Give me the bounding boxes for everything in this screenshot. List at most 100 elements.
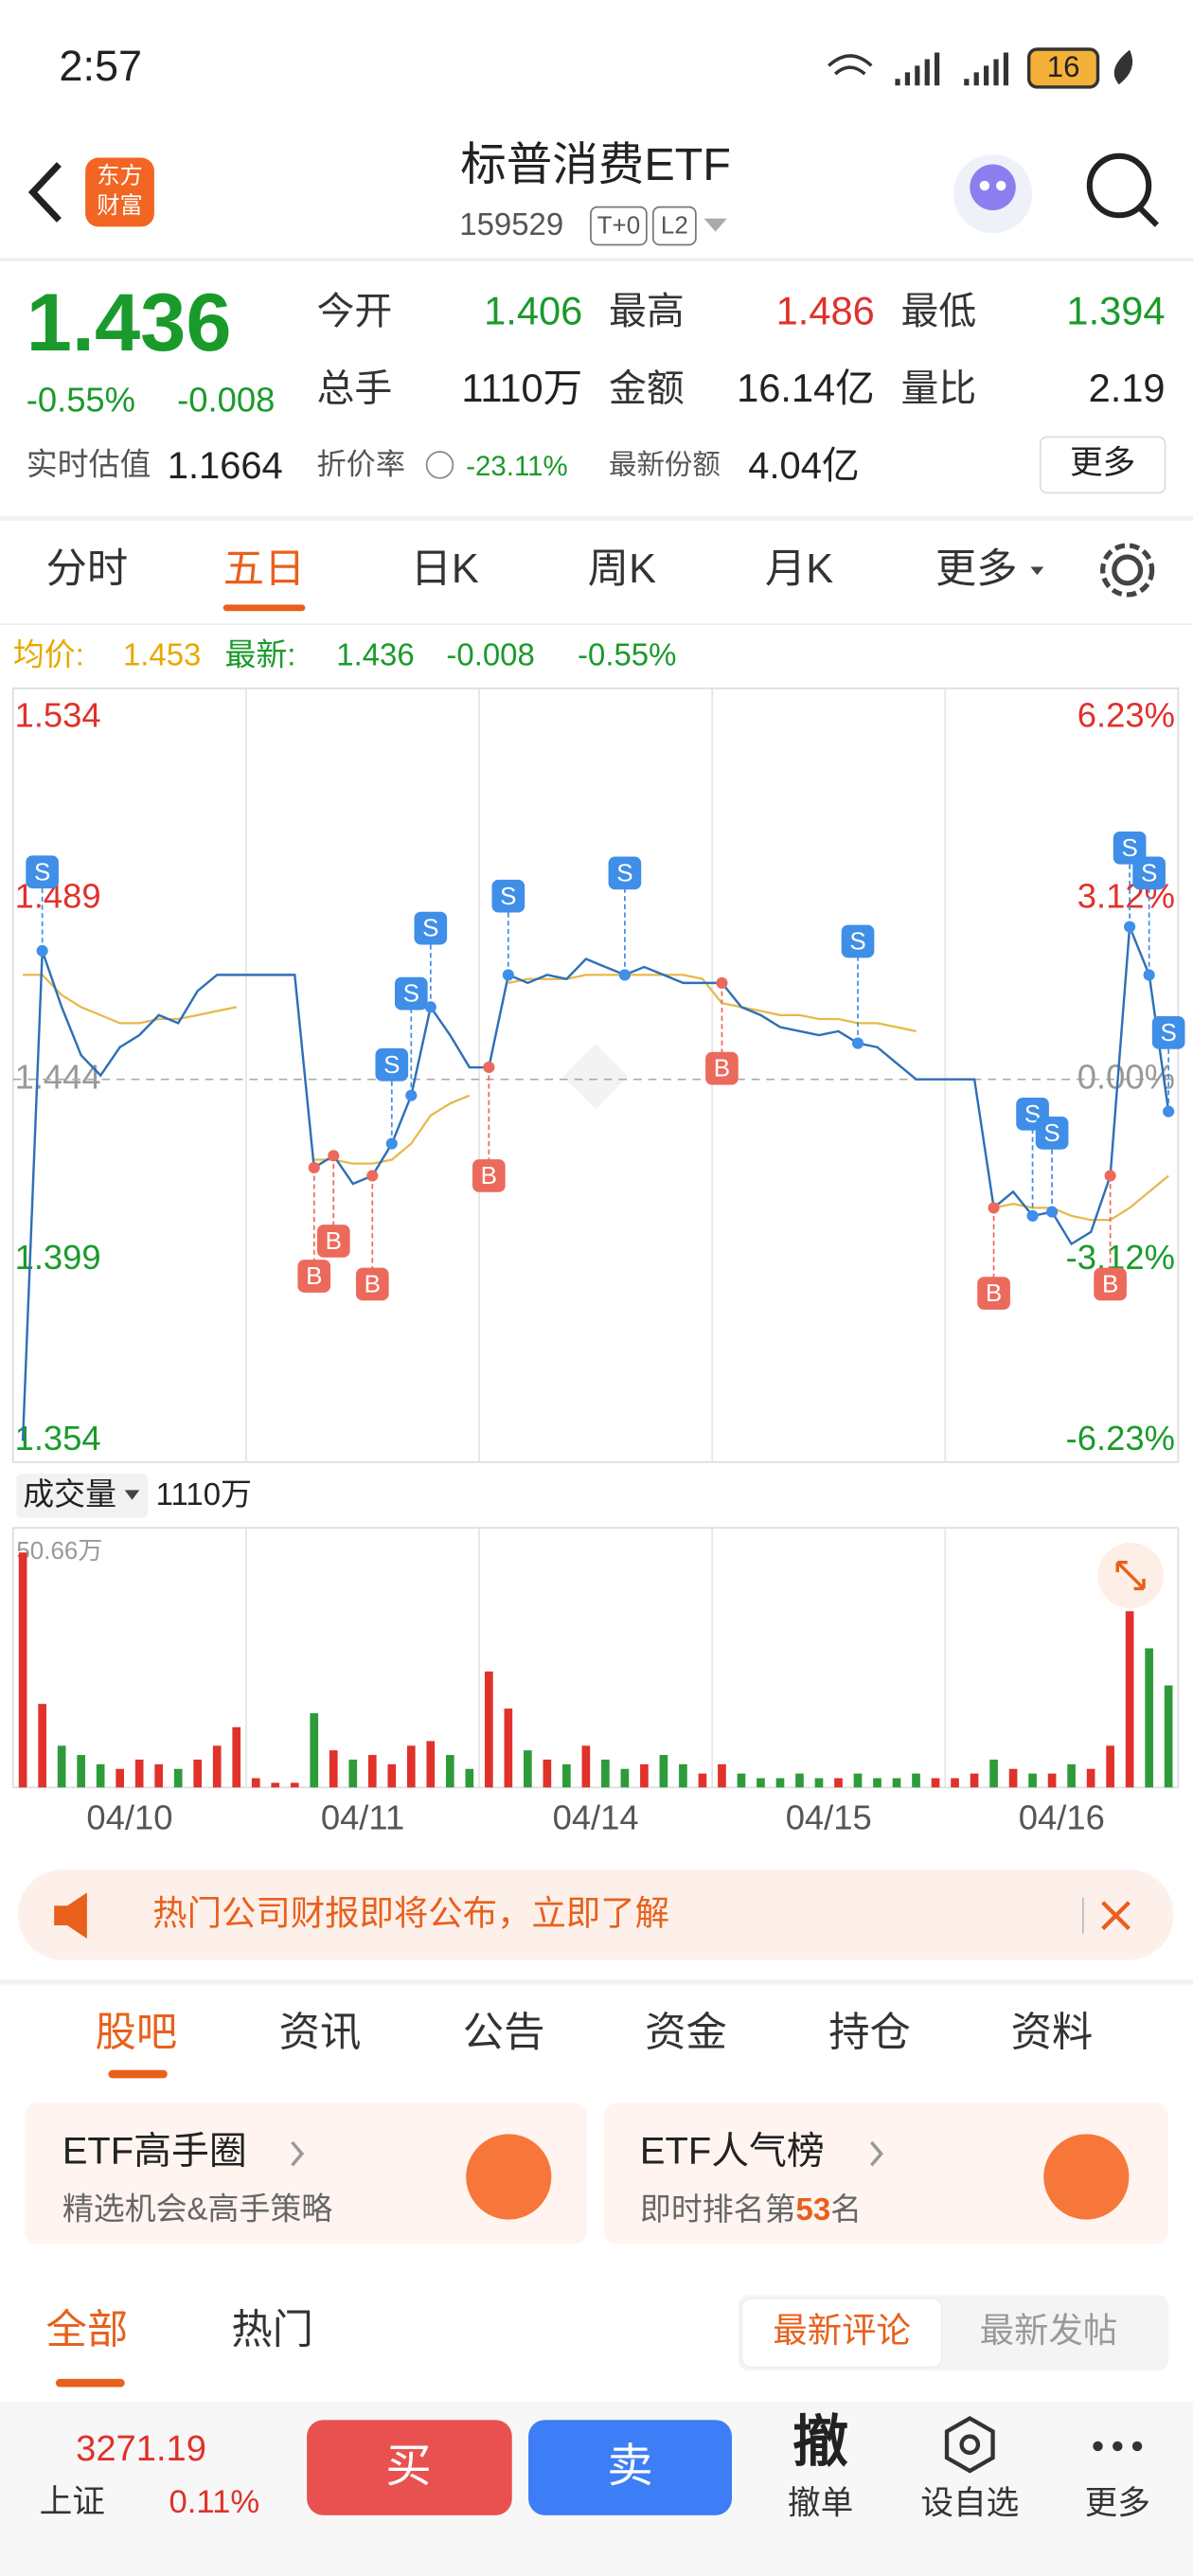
section-tab[interactable]: 持仓 [828, 2011, 911, 2056]
x-tick-label: 04/14 [553, 1798, 639, 1837]
period-tab[interactable]: 月K [765, 546, 833, 592]
volume-bar [853, 1773, 863, 1788]
back-button[interactable] [27, 162, 62, 223]
volume-bar [1145, 1648, 1153, 1788]
section-tab[interactable]: 股吧 [96, 2011, 178, 2056]
marker-label: S [616, 858, 632, 886]
card[interactable] [24, 2102, 588, 2245]
section-tab[interactable]: 资讯 [279, 2011, 362, 2056]
divider [0, 1979, 1193, 1985]
volume-bar [1125, 1611, 1134, 1788]
volume-bar [193, 1759, 203, 1788]
filter-tab[interactable]: 热门 [231, 2308, 313, 2353]
trade-point [502, 969, 514, 981]
buy-label[interactable]: 买 [385, 2441, 432, 2492]
index-name[interactable]: 上证 [40, 2484, 105, 2520]
period-tab[interactable]: 周K [588, 546, 656, 592]
volume-bar [912, 1773, 920, 1788]
volume-bar [348, 1759, 358, 1788]
estimate-label: 实时估值 [27, 446, 151, 481]
volume-bar [271, 1782, 280, 1788]
cancel-icon[interactable]: 撤 [792, 2412, 848, 2474]
volume-bar [795, 1773, 804, 1788]
card-title[interactable]: ETF人气榜 [640, 2131, 825, 2173]
close-button[interactable] [1101, 1901, 1131, 1931]
volume-bar [57, 1745, 66, 1788]
more-icon[interactable] [1093, 2441, 1143, 2452]
sell-button[interactable] [528, 2420, 732, 2515]
sell-label[interactable]: 卖 [607, 2441, 653, 2492]
trade-point [328, 1150, 340, 1162]
action-label[interactable]: 设自选 [920, 2486, 1019, 2522]
marker-label: B [365, 1270, 381, 1298]
marker-badge [1151, 1016, 1185, 1049]
battery-level: 16 [1047, 50, 1080, 83]
logo-text: 财富 [97, 193, 143, 219]
sort-active [740, 2297, 943, 2369]
volume-bar [1164, 1685, 1173, 1788]
marker-badge [1132, 856, 1166, 890]
action-label[interactable]: 更多 [1085, 2486, 1150, 2522]
period-tab[interactable]: 更多 [935, 546, 1018, 592]
discount: -23.11% [466, 451, 568, 482]
more-button[interactable] [1039, 436, 1166, 494]
volume-label[interactable]: 成交量 [23, 1476, 116, 1512]
action-label[interactable]: 撤单 [788, 2486, 853, 2522]
rank-prefix: 即时排名第 [640, 2191, 796, 2227]
marker-badge [1113, 831, 1147, 865]
status-icons [828, 47, 1133, 89]
notice-text[interactable]: 热门公司财报即将公布，立即了解 [152, 1893, 669, 1932]
card[interactable] [603, 2102, 1169, 2245]
marker-label: B [986, 1279, 1002, 1307]
trade-point [1046, 1206, 1059, 1218]
dropdown-icon [1030, 566, 1044, 576]
sort-option[interactable]: 最新评论 [773, 2311, 911, 2350]
info-icon[interactable] [425, 451, 454, 479]
sort-option[interactable]: 最新发帖 [980, 2311, 1118, 2350]
volume-selector[interactable] [16, 1474, 148, 1518]
volume-bar [989, 1759, 998, 1788]
v-tick-label: 50.66万 [16, 1536, 102, 1565]
watchlist-icon[interactable] [944, 2415, 995, 2474]
volume-bar [504, 1708, 513, 1788]
y-tick-label: 1.534 [15, 696, 101, 735]
volume-bar [38, 1704, 46, 1788]
search-icon[interactable] [1086, 152, 1160, 227]
notice-banner[interactable] [18, 1869, 1174, 1960]
card-title[interactable]: ETF高手圈 [62, 2131, 247, 2173]
dropdown-icon[interactable] [124, 1490, 140, 1500]
buy-button[interactable] [307, 2420, 512, 2515]
expand-icon[interactable] [1097, 1542, 1164, 1609]
marker-label: S [1160, 1018, 1176, 1046]
settings-icon[interactable] [1100, 543, 1155, 598]
section-tab[interactable]: 公告 [463, 2011, 545, 2056]
index-pct[interactable]: 0.11% [169, 2484, 260, 2520]
dropdown-icon[interactable] [703, 218, 727, 232]
filter-tab[interactable]: 全部 [46, 2308, 129, 2353]
period-tab[interactable]: 日K [411, 546, 479, 592]
marker-label: B [714, 1054, 730, 1082]
period-tab[interactable]: 五日 [223, 546, 306, 592]
more-button-label[interactable]: 更多 [1070, 445, 1135, 481]
section-tab[interactable]: 资料 [1011, 2011, 1094, 2056]
discount-label: 折价率 [316, 448, 405, 481]
volume-bar [814, 1778, 824, 1788]
y2-tick-label: 6.23% [1077, 696, 1175, 735]
change: -0.008 [177, 381, 275, 420]
trade-point [1104, 1170, 1116, 1182]
marker-label: S [403, 979, 419, 1008]
marker-badge [705, 1051, 739, 1085]
marker-badge [375, 1047, 409, 1082]
field-value: 16.14亿 [737, 366, 875, 410]
logo-text: 东方 [97, 164, 143, 189]
marker-label: S [849, 927, 865, 956]
y-tick-label: 1.354 [15, 1419, 101, 1458]
tab-underline [55, 2378, 125, 2388]
index-value[interactable]: 3271.19 [76, 2428, 206, 2469]
marker-badge [491, 879, 525, 913]
volume-bar [1008, 1768, 1018, 1788]
assistant-icon[interactable] [953, 154, 1033, 234]
section-tab[interactable]: 资金 [645, 2011, 727, 2056]
chevron [291, 2140, 305, 2167]
period-tab[interactable]: 分时 [46, 546, 129, 592]
